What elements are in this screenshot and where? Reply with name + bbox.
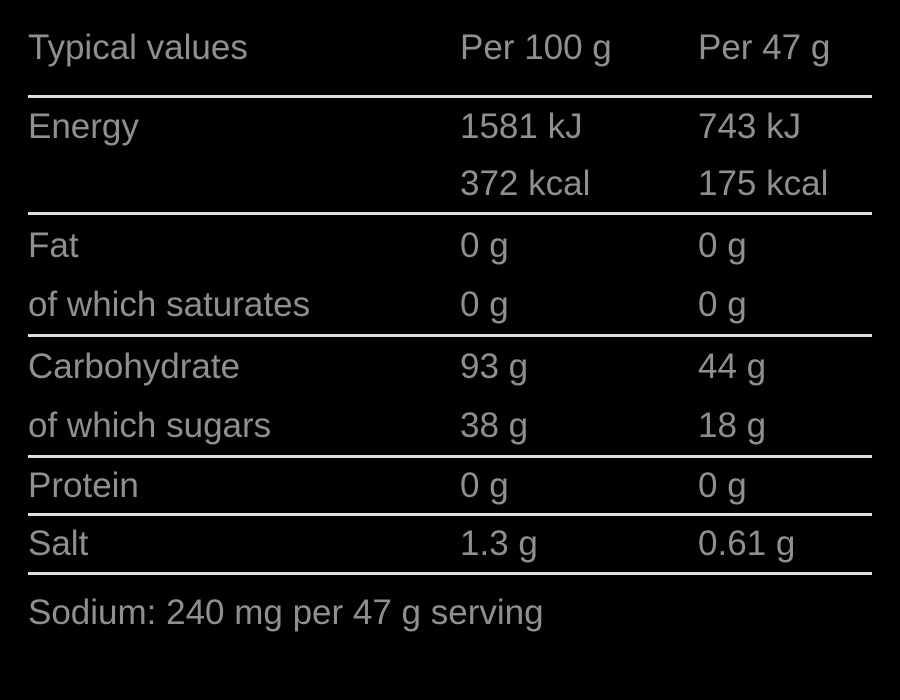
value-per-100g: 372 kcal: [460, 164, 591, 203]
value-per-47g: 18 g: [698, 406, 767, 445]
header-typical-values: Typical values: [28, 27, 248, 67]
value-per-100g: 38 g: [460, 406, 529, 445]
value-per-100g: 1.3 g: [460, 524, 538, 563]
value-per-47g: 0 g: [698, 285, 747, 324]
fat-section: Fat 0 g 0 g of which saturates 0 g 0 g: [28, 215, 872, 337]
energy-section: Energy 1581 kJ 743 kJ 372 kcal 175 kcal: [28, 98, 872, 215]
table-row-energy-kj: Energy 1581 kJ 743 kJ: [28, 98, 872, 156]
value-per-100g: 0 g: [460, 285, 509, 324]
value-per-47g: 0 g: [698, 465, 747, 505]
value-per-47g: 0.61 g: [698, 524, 796, 563]
header-section: Typical values Per 100 g Per 47 g: [28, 0, 872, 98]
header-per-100g: Per 100 g: [460, 27, 612, 67]
value-per-100g: 93 g: [460, 347, 529, 386]
row-label: Carbohydrate: [28, 347, 241, 386]
value-per-100g: 1581 kJ: [460, 107, 583, 146]
carbohydrate-section: Carbohydrate 93 g 44 g of which sugars 3…: [28, 337, 872, 458]
value-per-47g: 743 kJ: [698, 107, 802, 146]
header-per-47g: Per 47 g: [698, 27, 831, 67]
value-per-47g: 0 g: [698, 225, 747, 265]
sodium-footnote: Sodium: 240 mg per 47 g serving: [28, 593, 544, 632]
table-row-sugars: of which sugars 38 g 18 g: [28, 397, 872, 455]
table-row-fat: Fat 0 g 0 g: [28, 215, 872, 276]
protein-section: Protein 0 g 0 g: [28, 458, 872, 516]
row-label: of which saturates: [28, 285, 311, 324]
table-row-saturates: of which saturates 0 g 0 g: [28, 276, 872, 334]
table-row-energy-kcal: 372 kcal 175 kcal: [28, 156, 872, 212]
value-per-100g: 0 g: [460, 225, 509, 265]
table-row-salt: Salt 1.3 g 0.61 g: [28, 516, 872, 572]
row-label: Protein: [28, 465, 139, 505]
row-label: Fat: [28, 225, 79, 265]
header-row: Typical values Per 100 g Per 47 g: [28, 0, 872, 95]
value-per-47g: 44 g: [698, 347, 767, 386]
row-label: Salt: [28, 524, 89, 563]
table-row-carbohydrate: Carbohydrate 93 g 44 g: [28, 337, 872, 397]
table-row-protein: Protein 0 g 0 g: [28, 458, 872, 513]
row-label: Energy: [28, 107, 139, 146]
row-label: of which sugars: [28, 406, 272, 445]
value-per-47g: 175 kcal: [698, 164, 829, 203]
value-per-100g: 0 g: [460, 465, 509, 505]
salt-section: Salt 1.3 g 0.61 g: [28, 516, 872, 575]
